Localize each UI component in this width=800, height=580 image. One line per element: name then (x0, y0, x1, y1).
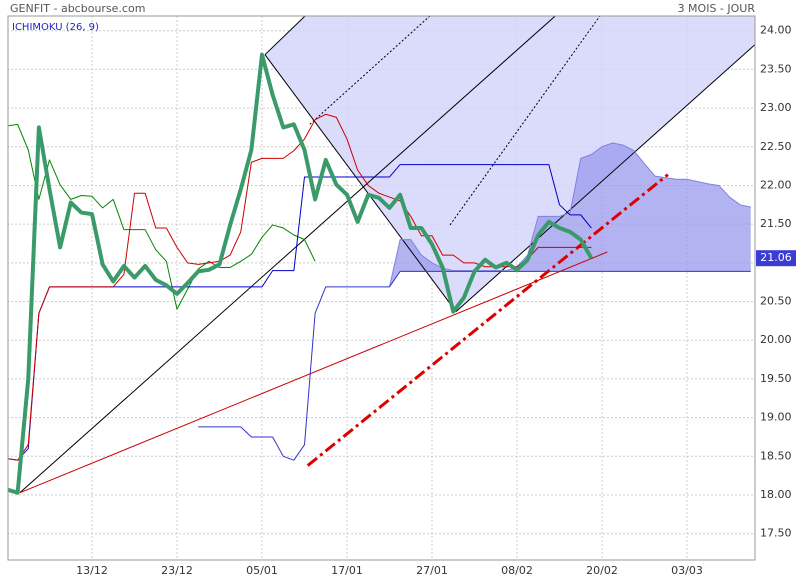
last-value-box (756, 250, 796, 267)
trend-line (19, 251, 608, 494)
series-line (8, 52, 594, 495)
x-tick-label: 08/02 (501, 564, 533, 577)
trend-line (306, 173, 669, 467)
trend-line (449, 16, 601, 226)
x-tick-label: 17/01 (331, 564, 363, 577)
y-tick-label: 19.00 (760, 411, 792, 424)
chart-title: GENFIT - abcbourse.com (10, 2, 145, 15)
x-tick-label: 20/02 (586, 564, 618, 577)
indicator-label: ICHIMOKU (26, 9) (12, 22, 99, 33)
trend-line (309, 16, 431, 125)
y-tick-label: 22.00 (760, 178, 792, 191)
x-tick-label: 13/12 (76, 564, 108, 577)
last-value-label: 21.06 (760, 251, 792, 264)
y-tick-label: 24.00 (760, 24, 792, 37)
x-tick-label: 27/01 (416, 564, 448, 577)
y-tick-label: 21.50 (760, 217, 792, 230)
pitchfork-zone (264, 16, 755, 312)
y-tick-label: 18.00 (760, 488, 792, 501)
y-tick-label: 20.50 (760, 295, 792, 308)
trend-line (264, 16, 306, 56)
series-line (389, 142, 751, 287)
series-line (8, 123, 316, 310)
x-tick-label: 03/03 (671, 564, 703, 577)
y-tick-label: 22.50 (760, 140, 792, 153)
y-tick-label: 18.50 (760, 449, 792, 462)
y-tick-label: 19.50 (760, 372, 792, 385)
x-tick-label: 05/01 (246, 564, 278, 577)
plot-frame (7, 15, 756, 561)
x-tick-label: 23/12 (161, 564, 193, 577)
y-tick-label: 20.00 (760, 333, 792, 346)
plot-area (8, 16, 755, 560)
trend-line (264, 54, 457, 312)
chart-subtitle: 3 MOIS - JOUR (678, 2, 756, 15)
y-tick-label: 23.00 (760, 101, 792, 114)
trend-line (19, 16, 556, 494)
y-tick-label: 23.50 (760, 62, 792, 75)
y-tick-label: 17.50 (760, 527, 792, 540)
